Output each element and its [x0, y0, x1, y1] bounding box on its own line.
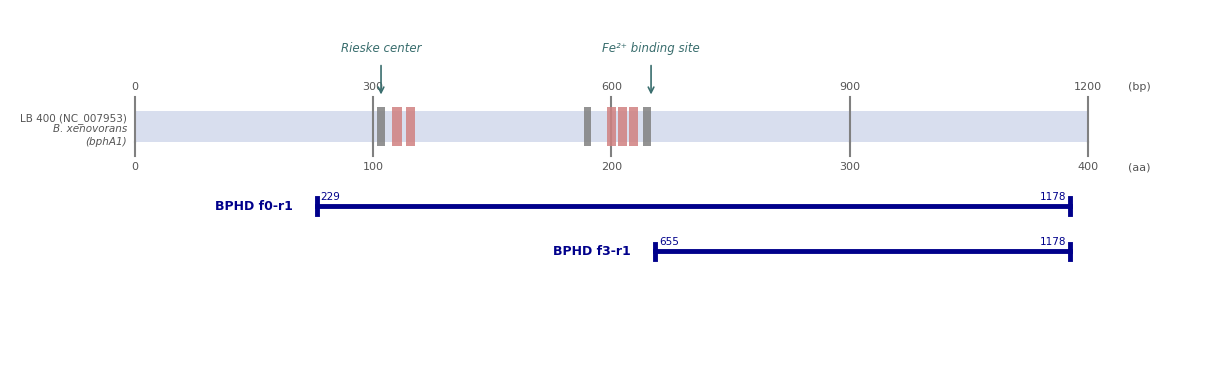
Bar: [377, 107, 385, 146]
Bar: [392, 107, 402, 146]
Text: 1200: 1200: [1073, 82, 1102, 92]
Text: Fe²⁺ binding site: Fe²⁺ binding site: [602, 42, 699, 55]
Text: 200: 200: [601, 163, 622, 173]
Text: 900: 900: [839, 82, 860, 92]
Text: (aa): (aa): [1128, 163, 1151, 173]
Text: 1178: 1178: [1040, 237, 1066, 247]
Text: 100: 100: [363, 163, 384, 173]
Text: 600: 600: [601, 82, 622, 92]
Bar: [405, 107, 415, 146]
Bar: [607, 107, 616, 146]
Bar: [628, 107, 638, 146]
Text: 0: 0: [131, 163, 139, 173]
Text: BPHD f0-r1: BPHD f0-r1: [215, 200, 293, 213]
Bar: [643, 107, 651, 146]
Text: 0: 0: [131, 82, 139, 92]
Text: B. xenovorans: B. xenovorans: [53, 124, 127, 134]
Text: 300: 300: [839, 163, 860, 173]
Text: 655: 655: [658, 237, 679, 247]
FancyBboxPatch shape: [135, 111, 1088, 142]
Text: 229: 229: [321, 192, 340, 202]
Text: LB 400 (NC_007953): LB 400 (NC_007953): [21, 113, 127, 124]
Text: (bp): (bp): [1128, 82, 1151, 92]
Text: 300: 300: [363, 82, 384, 92]
Text: 400: 400: [1077, 163, 1099, 173]
Text: Rieske center: Rieske center: [341, 42, 421, 55]
Text: BPHD f3-r1: BPHD f3-r1: [554, 245, 631, 258]
Text: (bphA1): (bphA1): [86, 137, 127, 147]
Text: 1178: 1178: [1040, 192, 1066, 202]
Bar: [584, 107, 591, 146]
Bar: [617, 107, 627, 146]
